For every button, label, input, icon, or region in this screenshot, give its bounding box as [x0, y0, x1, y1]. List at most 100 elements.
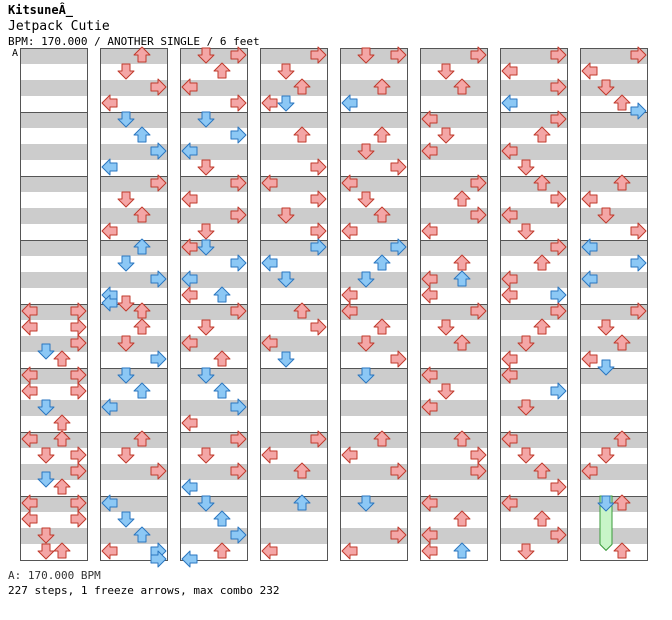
chart-column-5: [340, 46, 408, 561]
beat-stripe: [420, 416, 488, 432]
step-arrow-up: [53, 350, 71, 367]
beat-stripe: [500, 416, 568, 432]
step-arrow-up: [293, 462, 311, 479]
step-arrow-left: [181, 238, 198, 256]
beat-stripe: [580, 512, 648, 528]
step-arrow-down: [597, 495, 615, 512]
step-arrow-up: [213, 286, 231, 303]
step-arrow-down: [597, 447, 615, 464]
column-border: [180, 48, 248, 561]
beat-stripe: [580, 432, 648, 448]
beat-stripe: [260, 288, 328, 304]
step-arrow-left: [21, 430, 38, 448]
step-arrow-left: [101, 94, 118, 112]
beat-stripe: [260, 384, 328, 400]
step-arrow-up: [133, 126, 151, 143]
beat-stripe: [100, 432, 168, 448]
step-arrow-right: [390, 46, 407, 64]
bpm-legend: A: 170.000 BPM: [8, 569, 101, 582]
beat-stripe: [500, 448, 568, 464]
step-arrow-left: [501, 270, 518, 288]
beat-stripe: [100, 256, 168, 272]
step-arrow-right: [390, 238, 407, 256]
beat-stripe: [100, 192, 168, 208]
step-arrow-right: [630, 102, 647, 120]
beat-stripe: [260, 416, 328, 432]
beat-stripe: [20, 80, 88, 96]
beat-stripe: [580, 528, 648, 544]
step-arrow-left: [341, 174, 358, 192]
step-arrow-right: [550, 382, 567, 400]
beat-stripe: [580, 144, 648, 160]
step-arrow-left: [21, 318, 38, 336]
step-arrow-left: [421, 542, 438, 560]
beat-stripe: [580, 320, 648, 336]
column-border: [500, 48, 568, 561]
step-arrow-down: [197, 239, 215, 256]
step-arrow-down: [517, 223, 535, 240]
beat-stripe: [20, 288, 88, 304]
beat-stripe: [340, 112, 408, 128]
step-arrow-up: [213, 542, 231, 559]
beat-stripe: [580, 128, 648, 144]
step-arrow-left: [341, 446, 358, 464]
step-arrow-down: [117, 367, 135, 384]
step-arrow-right: [390, 526, 407, 544]
step-arrow-up: [453, 334, 471, 351]
beat-stripe: [420, 128, 488, 144]
step-arrow-right: [70, 382, 87, 400]
step-arrow-up: [453, 78, 471, 95]
beat-stripe: [180, 368, 248, 384]
column-border: [340, 48, 408, 561]
beat-stripe: [340, 480, 408, 496]
step-arrow-right: [230, 206, 247, 224]
step-arrow-left: [101, 494, 118, 512]
step-arrow-up: [613, 94, 631, 111]
beat-stripe: [500, 464, 568, 480]
step-arrow-right: [470, 174, 487, 192]
step-arrow-right: [70, 334, 87, 352]
step-arrow-left: [181, 478, 198, 496]
step-arrow-right: [150, 142, 167, 160]
step-arrow-up: [213, 382, 231, 399]
step-arrow-down: [197, 159, 215, 176]
step-arrow-left: [421, 110, 438, 128]
step-arrow-down: [357, 271, 375, 288]
bpm-marker: A: [12, 48, 19, 59]
step-arrow-down: [517, 399, 535, 416]
step-arrow-right: [310, 430, 327, 448]
beat-stripe: [420, 352, 488, 368]
beat-stripe: [340, 192, 408, 208]
step-arrow-right: [550, 286, 567, 304]
beat-stripe: [500, 512, 568, 528]
step-arrow-down: [197, 495, 215, 512]
beat-stripe: [20, 192, 88, 208]
beat-stripe: [420, 64, 488, 80]
step-arrow-up: [373, 318, 391, 335]
step-arrow-up: [453, 510, 471, 527]
step-arrow-up: [53, 478, 71, 495]
beat-stripe: [260, 304, 328, 320]
beat-stripe: [100, 384, 168, 400]
beat-stripe: [20, 416, 88, 432]
step-arrow-down: [357, 495, 375, 512]
step-arrow-left: [341, 222, 358, 240]
beat-stripe: [340, 64, 408, 80]
step-arrow-down: [197, 223, 215, 240]
step-arrow-down: [597, 319, 615, 336]
column-border: [580, 48, 648, 561]
step-arrow-left: [581, 190, 598, 208]
step-arrow-up: [133, 206, 151, 223]
step-arrow-down: [37, 471, 55, 488]
step-arrow-down: [357, 367, 375, 384]
beat-stripe: [340, 416, 408, 432]
column-border: [20, 48, 88, 561]
column-border: [260, 48, 328, 561]
step-arrow-down: [437, 383, 455, 400]
beat-stripe: [260, 512, 328, 528]
beat-stripe: [180, 512, 248, 528]
beat-stripe: [500, 256, 568, 272]
step-arrow-up: [53, 542, 71, 559]
beat-stripe: [100, 448, 168, 464]
beat-stripe: [420, 256, 488, 272]
